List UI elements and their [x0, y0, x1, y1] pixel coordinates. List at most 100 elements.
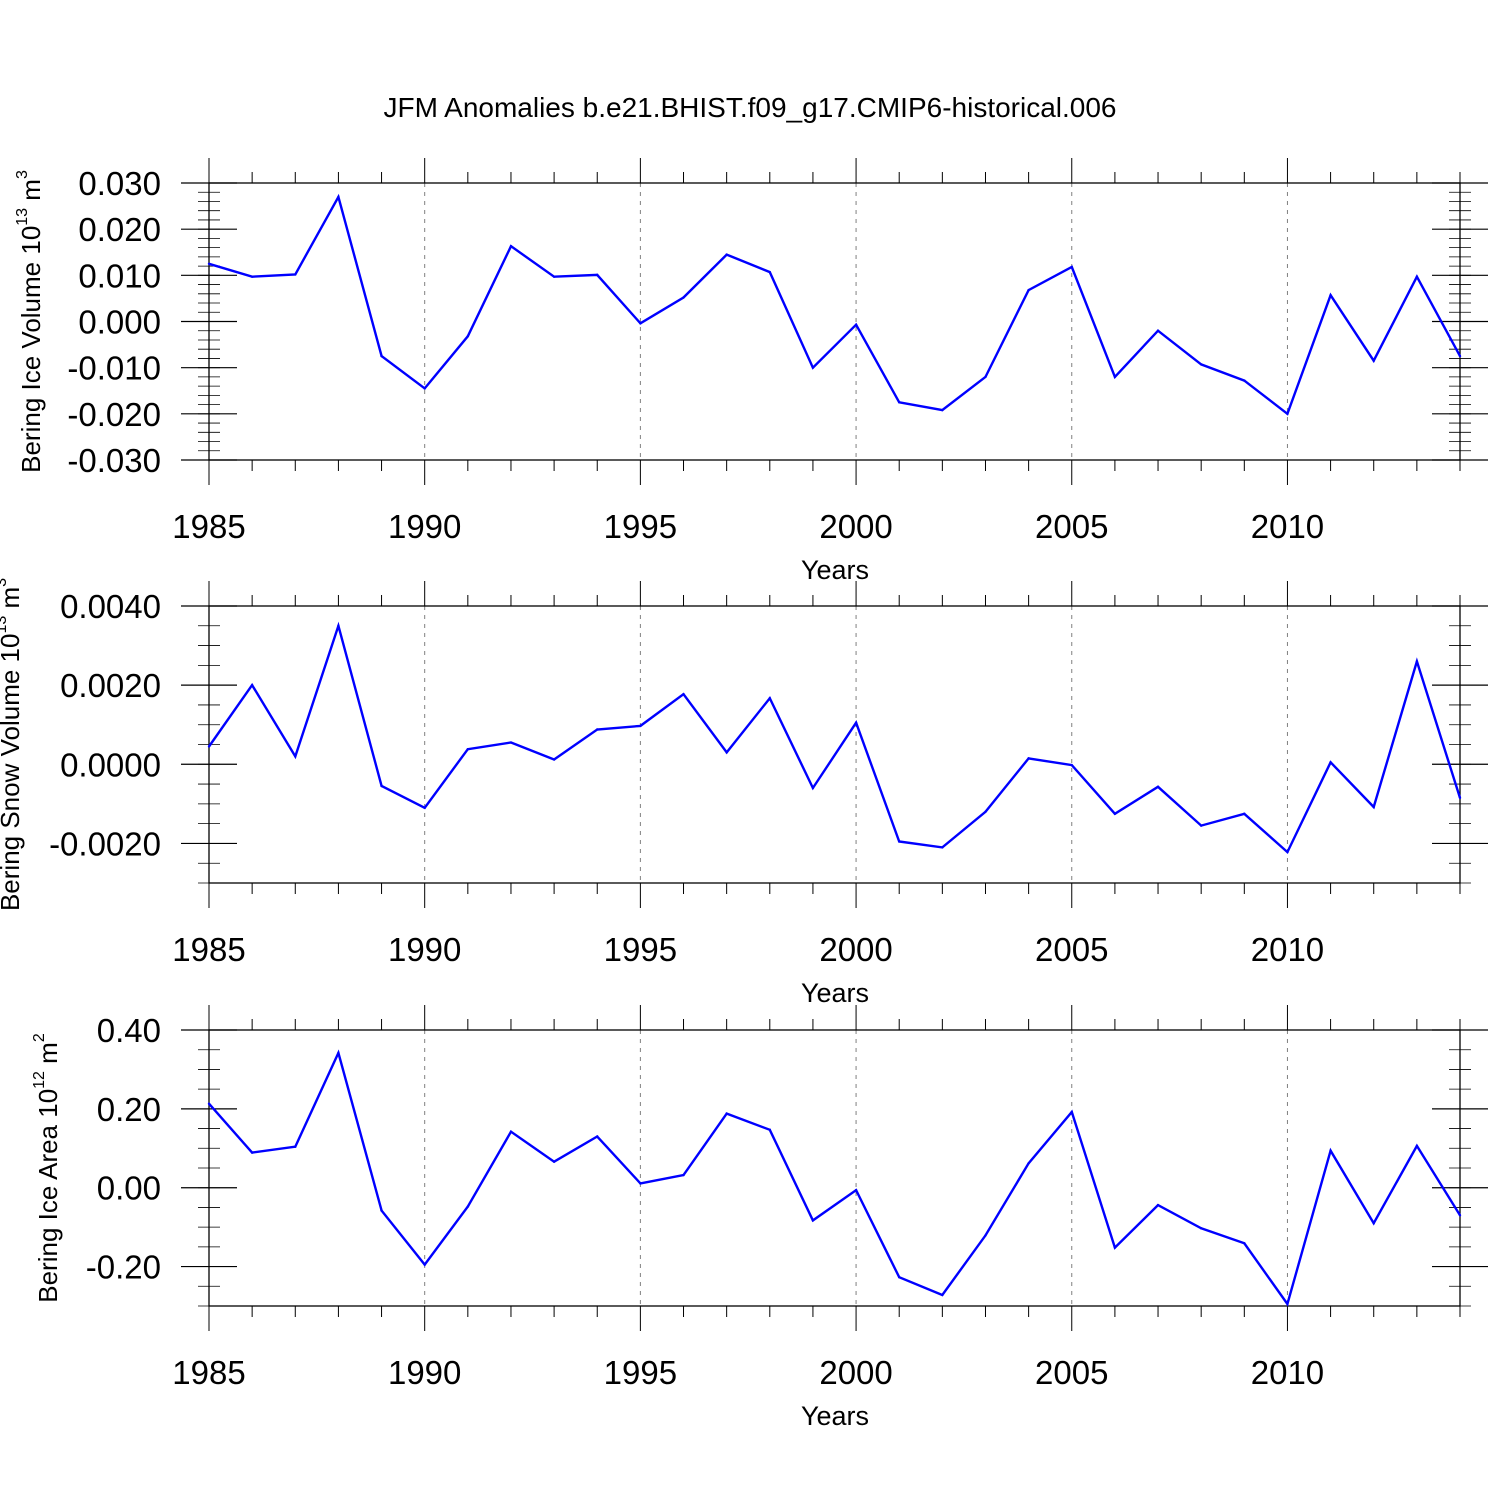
data-point [1286, 850, 1289, 854]
x-tick-label: 1985 [172, 931, 245, 968]
y-tick-label: 0.000 [78, 304, 161, 341]
data-point [337, 1051, 340, 1055]
data-point [1458, 354, 1462, 358]
data-point [1199, 363, 1203, 366]
data-point [552, 758, 556, 761]
x-tick-label: 1990 [388, 508, 461, 545]
data-point [466, 335, 470, 338]
data-point [1113, 375, 1117, 379]
plot-frame [208, 1029, 1461, 1307]
x-tick-label: 2005 [1035, 931, 1108, 968]
data-point [1027, 288, 1030, 292]
data-point [1329, 1149, 1332, 1152]
y-axis-label-text: m [0, 587, 25, 616]
data-point [725, 253, 728, 256]
data-point [639, 1182, 642, 1185]
data-point [811, 786, 815, 790]
data-point [1199, 1227, 1203, 1230]
y-axis-label-text: Bering Ice Area 10 [33, 1089, 63, 1303]
data-point [1070, 763, 1073, 767]
data-point [380, 784, 383, 788]
data-point [768, 270, 771, 274]
y-tick-label: 0.0000 [60, 746, 161, 783]
y-tick-label: 0.00 [97, 1170, 161, 1207]
data-point [1415, 1144, 1419, 1148]
y-tick-label: -0.030 [67, 442, 161, 479]
x-tick-label: 2010 [1251, 1354, 1324, 1391]
x-tick-label: 2010 [1251, 931, 1324, 968]
data-point [854, 323, 858, 326]
data-point [596, 273, 599, 277]
data-point [984, 1234, 987, 1237]
data-point [552, 1160, 556, 1163]
data-point [466, 748, 470, 751]
y-tick-label: 0.020 [78, 211, 161, 248]
y-tick-label: 0.20 [97, 1091, 161, 1128]
data-point [1372, 1222, 1375, 1225]
panel-1: -0.030 -0.020 -0.010 0.000 0.010 0.020 0.030 19… [14, 158, 1488, 585]
data-point [1156, 785, 1160, 789]
data-point [250, 1151, 254, 1154]
x-axis-label: Years [801, 978, 869, 1008]
data-point [1372, 805, 1375, 809]
data-point [941, 408, 944, 412]
y-axis-label-superscript: 12 [31, 1071, 48, 1089]
data-point [423, 1263, 426, 1266]
figure-title: JFM Anomalies b.e21.BHIST.f09_g17.CMIP6-… [383, 92, 1116, 123]
data-point [596, 1135, 599, 1138]
data-point [725, 1112, 728, 1115]
x-tick-label: 2000 [819, 508, 892, 545]
x-tick-label: 2010 [1251, 508, 1324, 545]
y-tick-label: 0.0020 [60, 667, 161, 704]
data-point [811, 366, 815, 369]
data-point [1372, 359, 1375, 362]
data-point [984, 810, 987, 813]
data-point [596, 728, 599, 731]
data-point [1329, 761, 1332, 764]
data-point [337, 195, 340, 199]
x-tick-label: 1990 [388, 931, 461, 968]
y-axis-label: Bering Ice Volume 1013 m3 [14, 170, 46, 473]
y-axis-label-superscript: 13 [14, 208, 31, 226]
series-line [208, 193, 1462, 416]
y-axis-label-superscript: 3 [14, 170, 31, 179]
y-axis-label-superscript: 2 [31, 1033, 48, 1042]
y-tick-label: 0.0040 [60, 588, 161, 625]
data-point [898, 1276, 901, 1279]
y-tick-label: -0.0020 [49, 825, 161, 862]
data-point [294, 273, 297, 276]
y-tick-label: 0.030 [78, 165, 161, 202]
data-point [1286, 1302, 1289, 1306]
data-point [1458, 1214, 1462, 1217]
y-axis-label-text: m [16, 179, 46, 208]
data-point [941, 1293, 944, 1297]
y-axis-label: Bering Snow Volume 1013 m3 [0, 578, 25, 911]
data-point [1286, 412, 1289, 416]
data-point [1415, 660, 1419, 663]
series-line [208, 1049, 1462, 1307]
data-point [509, 1130, 513, 1133]
data-point [380, 354, 383, 358]
data-point [1458, 796, 1462, 800]
data-point [854, 721, 858, 724]
data-point [380, 1209, 383, 1212]
x-tick-label: 1995 [604, 931, 677, 968]
x-tick-label: 2000 [819, 1354, 892, 1391]
data-point [768, 697, 771, 700]
data-point [250, 275, 254, 278]
y-axis-label-text: m [33, 1042, 63, 1071]
data-point [207, 262, 211, 265]
plot-frame [208, 605, 1461, 884]
data-point [1243, 812, 1246, 815]
data-point [1329, 293, 1332, 297]
data-point [898, 840, 901, 843]
data-point [639, 322, 642, 325]
data-point [294, 755, 297, 758]
data-point [207, 745, 211, 748]
series-line [208, 621, 1462, 855]
data-point [423, 387, 426, 390]
data-point [1027, 757, 1030, 760]
y-tick-label: -0.010 [67, 350, 161, 387]
data-point [1113, 1246, 1117, 1249]
